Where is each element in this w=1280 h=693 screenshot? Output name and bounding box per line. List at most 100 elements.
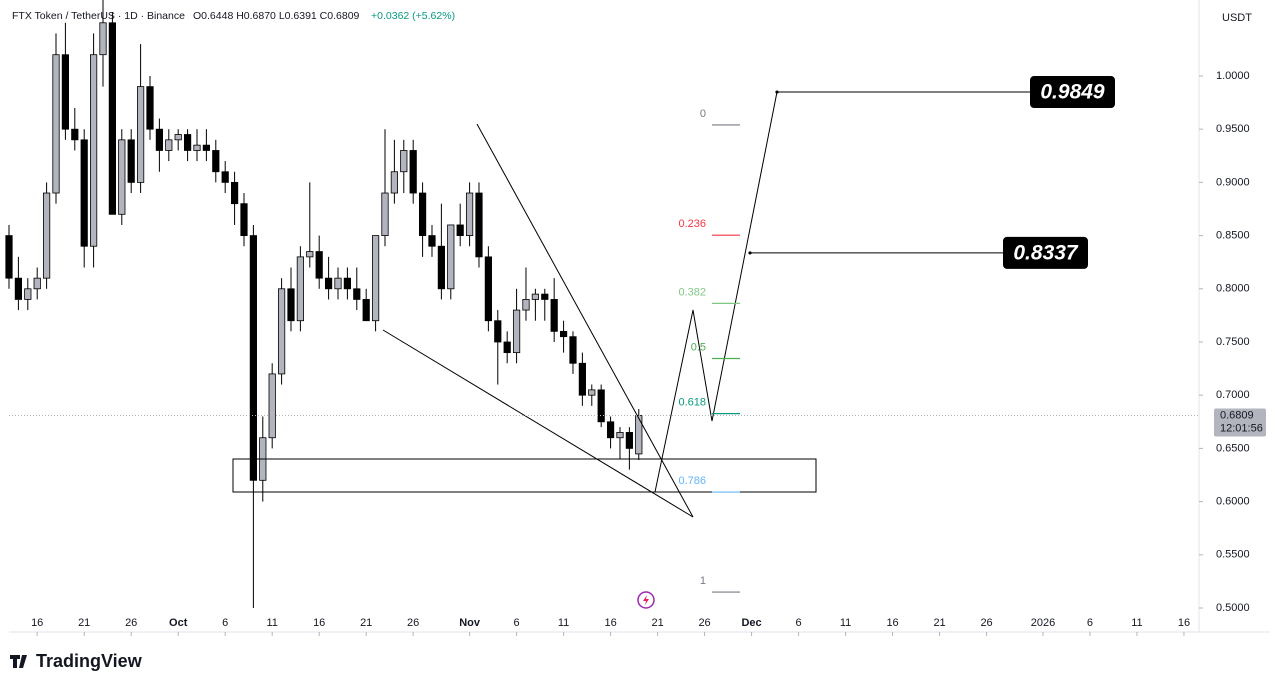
marks — [5, 0, 643, 608]
candle-body — [512, 309, 521, 354]
candle-body — [550, 299, 558, 332]
x-tick-label: 26 — [980, 617, 992, 629]
candle-body — [202, 144, 210, 151]
candle-body — [578, 362, 586, 396]
candle-body — [277, 288, 286, 375]
candle-body — [42, 192, 51, 279]
candle-body — [61, 54, 69, 130]
candle-body — [418, 192, 427, 236]
candle-body — [212, 150, 220, 173]
candle-body — [80, 139, 88, 247]
candle-body — [193, 144, 201, 151]
x-tick-label: 2026 — [1031, 617, 1055, 629]
x-tick-label: 6 — [1087, 617, 1093, 629]
candle-body — [334, 277, 342, 290]
x-tick-label: 26 — [698, 617, 710, 629]
x-tick-label: 11 — [840, 617, 851, 629]
fib-label: 0.5 — [691, 341, 706, 353]
candle-body — [99, 22, 107, 56]
candle-body — [588, 389, 596, 396]
x-tick-label: 21 — [933, 617, 945, 629]
candle-body — [437, 245, 445, 290]
candle-body — [381, 192, 389, 236]
candle-body — [400, 150, 408, 173]
candle-body — [183, 134, 192, 151]
candle-body — [456, 224, 464, 236]
y-tick-label: 0.9500 — [1216, 123, 1250, 135]
x-tick-label: 26 — [407, 617, 419, 629]
x-tick-label: 16 — [604, 617, 616, 629]
candle-body — [146, 86, 154, 130]
y-tick-label: 0.7000 — [1216, 389, 1250, 401]
candle-body — [409, 150, 417, 194]
candle-body — [5, 235, 13, 279]
x-tick-label: 21 — [651, 617, 663, 629]
candle-body — [306, 251, 314, 258]
candle-body — [494, 320, 502, 343]
wedge-upper — [476, 123, 694, 518]
candle-body — [315, 251, 323, 279]
target-dot — [775, 90, 779, 94]
y-tick-label: 0.7500 — [1216, 336, 1250, 348]
demand-zone — [232, 458, 817, 493]
x-tick-label: 6 — [796, 617, 802, 629]
candle-body — [165, 139, 173, 151]
x-tick-label: Nov — [459, 617, 481, 629]
candle-body — [230, 181, 239, 205]
candle-body — [221, 171, 229, 183]
x-tick-label: 6 — [222, 617, 228, 629]
candle-body — [118, 139, 126, 215]
candle-body — [353, 288, 361, 300]
candle-body — [371, 235, 380, 322]
fib-label: 0.786 — [678, 475, 706, 487]
x-tick-label: Dec — [741, 617, 761, 629]
symbol: FTX Token / TetherUS · 1D · Binance — [12, 10, 185, 22]
x-tick-label: 11 — [266, 617, 277, 629]
currency: USDT — [1222, 12, 1252, 24]
candle-body — [89, 54, 98, 247]
brand-logo — [10, 655, 27, 668]
fib-label: 0 — [700, 108, 706, 120]
target-dot — [748, 251, 752, 255]
candle-body — [541, 293, 549, 300]
brand: TradingView — [36, 651, 143, 671]
candle-body — [33, 277, 41, 290]
fib-label: 0.618 — [678, 397, 706, 409]
target-label: 0.8337 — [1013, 241, 1079, 264]
candle-body — [343, 277, 351, 290]
y-tick-label: 1.0000 — [1216, 70, 1250, 82]
y-tick-label: 0.6000 — [1216, 496, 1250, 508]
y-tick-label: 0.5500 — [1216, 549, 1250, 561]
y-tick-label: 0.8000 — [1216, 283, 1250, 295]
candle-body — [24, 288, 32, 300]
candle-body — [174, 134, 182, 141]
candle-body — [475, 192, 483, 258]
ohlc: O0.6448 H0.6870 L0.6391 C0.6809 — [193, 10, 360, 22]
x-tick-label: 16 — [313, 617, 325, 629]
price-tag — [1214, 408, 1266, 437]
x-tick-label: 6 — [514, 617, 520, 629]
candle-body — [428, 235, 436, 247]
candle-body — [268, 373, 276, 439]
candle-body — [616, 432, 624, 439]
candle-body — [136, 86, 145, 183]
candle-body — [14, 277, 22, 300]
price-tag-value: 0.6809 — [1220, 409, 1254, 421]
candle-body — [287, 288, 295, 322]
y-tick-label: 0.9000 — [1216, 176, 1250, 188]
flash-icon — [637, 591, 655, 609]
x-tick-label: 11 — [558, 617, 569, 629]
candle-body — [108, 22, 116, 215]
candle-body — [324, 277, 333, 290]
candle-body — [240, 203, 248, 236]
y-tick-label: 0.6500 — [1216, 442, 1250, 454]
candle-body — [503, 341, 511, 354]
fib-label: 0.382 — [678, 286, 706, 298]
candle-body — [606, 421, 615, 439]
candle-body — [559, 330, 568, 338]
x-tick-label: Oct — [169, 617, 188, 629]
y-tick-label: 0.5000 — [1216, 602, 1250, 614]
candle-body — [127, 139, 135, 183]
candle-body — [155, 128, 163, 151]
